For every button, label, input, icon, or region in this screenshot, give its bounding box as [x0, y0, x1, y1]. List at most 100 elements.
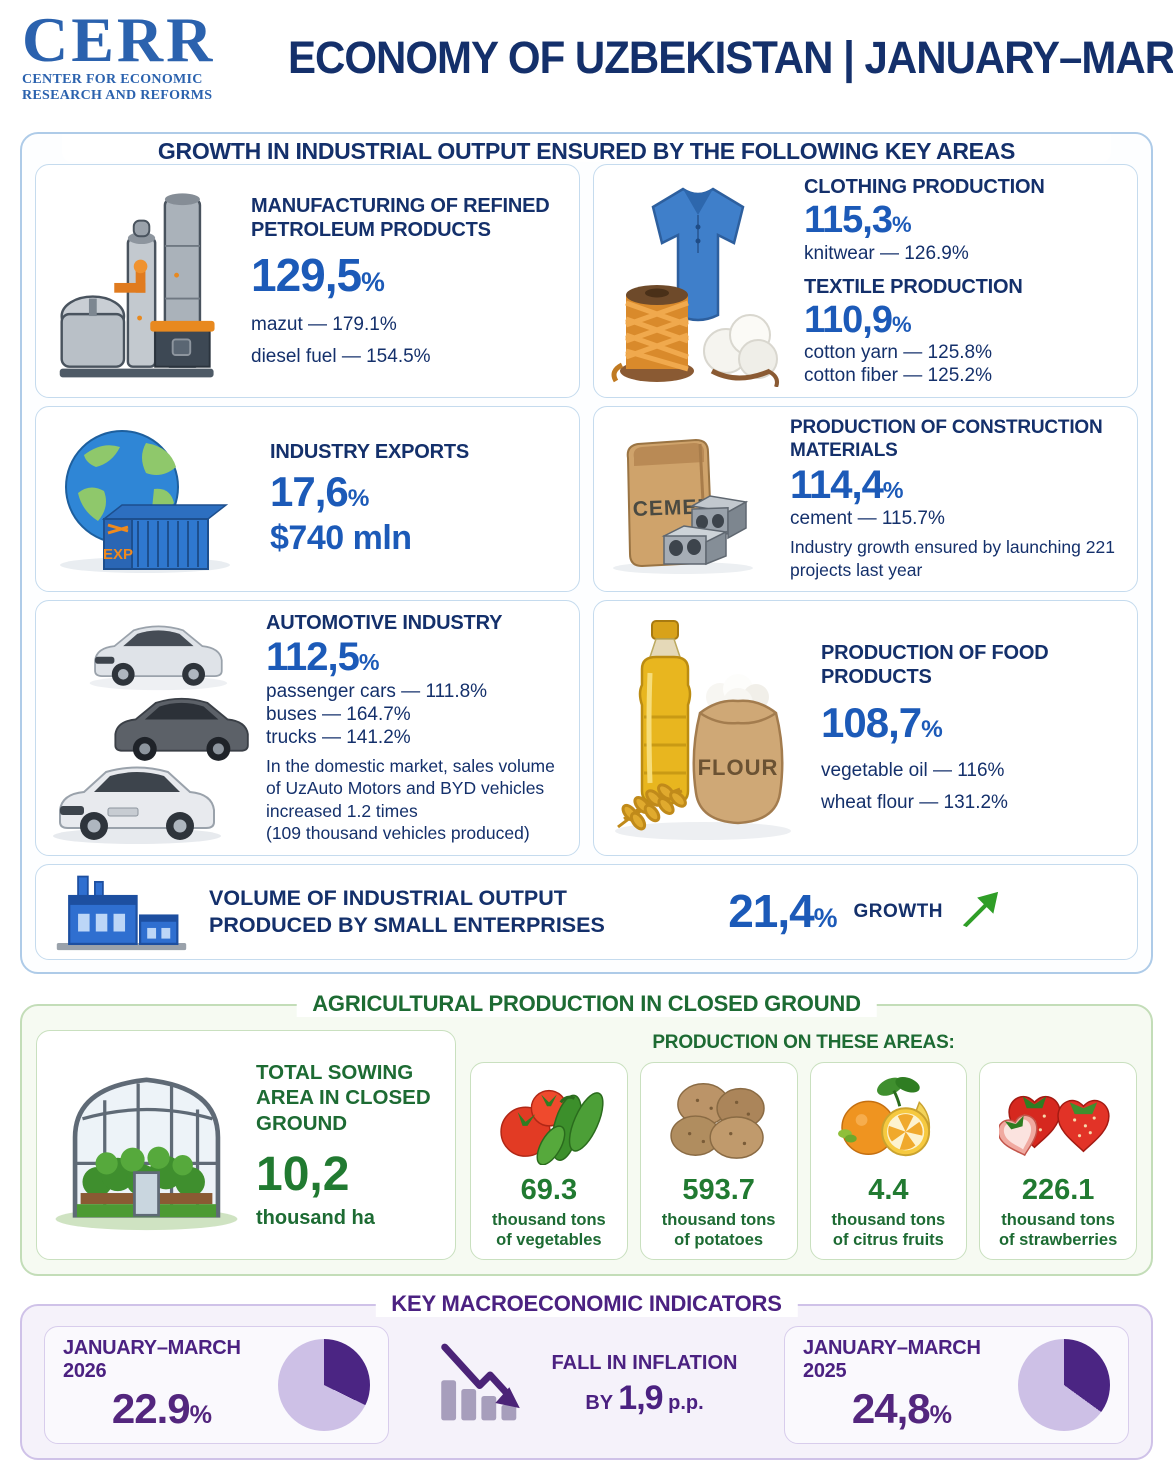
food-detail-flour: wheat flour — 131.2%	[821, 792, 1008, 814]
greenhouse-icon	[49, 1052, 244, 1237]
petroleum-card: MANUFACTURING OF REFINED PETROLEUM PRODU…	[35, 164, 580, 399]
food-products-icon: FLOUR	[608, 613, 793, 843]
cement-bag-icon: CEMENT	[608, 424, 768, 575]
exports-title: INDUSTRY EXPORTS	[270, 441, 470, 464]
citrus-icon	[829, 1073, 947, 1170]
vegetables-unit: thousand tons	[492, 1210, 606, 1229]
period-2025: JANUARY–MARCH 2025	[803, 1336, 981, 1382]
strawberries-icon	[997, 1073, 1117, 1170]
small-enterprises-label: VOLUME OF INDUSTRIAL OUTPUT PRODUCED BY …	[209, 885, 728, 939]
clothing-icon	[608, 175, 788, 388]
growth-arrow-icon	[959, 889, 1001, 934]
strawberries-card: 226.1 thousand tons of strawberries	[979, 1061, 1137, 1260]
oil-refinery-icon	[50, 179, 235, 384]
textile-detail-yarn: cotton yarn — 125.8%	[804, 342, 992, 364]
construction-title: PRODUCTION OF CONSTRUCTION MATERIALS	[790, 417, 1103, 461]
exports-amount: $740 mln	[270, 519, 412, 558]
vegetables-of: of vegetables	[496, 1231, 602, 1250]
strawberries-of: of strawberries	[998, 1231, 1118, 1250]
automotive-detail-cars: passenger cars — 111.8%	[266, 681, 488, 703]
food-detail-oil: vegetable oil — 116%	[821, 760, 1005, 782]
citrus-unit: thousand tons	[831, 1210, 946, 1229]
strawberries-caption: thousand tons of strawberries	[999, 1210, 1117, 1251]
vegetables-card: 69.3 thousand tons of vegetables	[470, 1061, 628, 1260]
factory-icon	[54, 873, 189, 951]
cerr-logo-acronym: CERR	[22, 4, 216, 76]
inflation-2026-value: 22.9%	[111, 1384, 212, 1432]
textile-title: TEXTILE PRODUCTION	[804, 275, 1023, 298]
sowing-area-card: TOTAL SOWING AREA IN CLOSED GROUND 10,2 …	[36, 1029, 456, 1260]
macro-section-title: KEY MACROECONOMIC INDICATORS	[375, 1290, 798, 1317]
clothing-detail: knitwear — 126.9%	[804, 242, 969, 264]
vegetables-icon	[490, 1073, 608, 1170]
potatoes-value: 593.7	[682, 1173, 755, 1206]
inflation-label: FALL IN INFLATION	[551, 1351, 738, 1374]
strawberries-value: 226.1	[1021, 1173, 1095, 1206]
globe-container-icon: EXP	[50, 423, 240, 575]
citrus-caption: thousand tons of citrus fruits	[832, 1210, 946, 1251]
small-enterprises-card: VOLUME OF INDUSTRIAL OUTPUT PRODUCED BY …	[35, 863, 1138, 960]
period-2026: JANUARY–MARCH 2026	[63, 1336, 241, 1382]
automotive-detail-trucks: trucks — 141.2%	[266, 727, 411, 749]
agriculture-section-title: AGRICULTURAL PRODUCTION IN CLOSED GROUND	[296, 990, 877, 1017]
exports-value: 17,6%	[270, 468, 370, 516]
growth-label: GROWTH	[853, 900, 943, 922]
small-enterprises-value: 21,4%	[728, 884, 838, 937]
pie-chart-2025	[1018, 1338, 1110, 1431]
construction-card: CEMENT PRODUCTION OF CONSTRUCTION MATERI…	[593, 406, 1138, 593]
potatoes-of: of potatoes	[674, 1231, 764, 1250]
construction-detail: cement — 115.7%	[790, 508, 945, 530]
petroleum-detail-diesel: diesel fuel — 154.5%	[251, 345, 431, 367]
petroleum-detail-mazut: mazut — 179.1%	[251, 313, 397, 335]
automotive-note: In the domestic market, sales volume of …	[266, 755, 565, 845]
sowing-area-unit: thousand ha	[256, 1206, 375, 1229]
cerr-logo: CERR CENTER FOR ECONOMIC RESEARCH AND RE…	[22, 4, 274, 104]
construction-note: Industry growth ensured by launching 221…	[790, 537, 1115, 580]
exports-card: EXP INDUSTRY EXPORTS 17,6% $740 mln	[35, 406, 580, 593]
citrus-of: of citrus fruits	[832, 1231, 944, 1250]
automotive-note-line1: In the domestic market, sales volume	[266, 756, 555, 777]
pie-chart-2026	[278, 1338, 370, 1431]
industry-section-title: GROWTH IN INDUSTRIAL OUTPUT ENSURED BY T…	[157, 138, 1016, 164]
petroleum-title: MANUFACTURING OF REFINED PETROLEUM PRODU…	[251, 195, 550, 242]
inflation-2025-card: JANUARY–MARCH 2025 24,8%	[784, 1325, 1129, 1444]
textile-value: 110,9%	[804, 298, 912, 341]
vegetables-caption: thousand tons of vegetables	[492, 1210, 606, 1251]
inflation-2025-value: 24,8%	[851, 1384, 952, 1432]
construction-value: 114,4%	[790, 462, 904, 507]
small-enterprises-label-line1: VOLUME OF INDUSTRIAL OUTPUT	[209, 885, 567, 910]
clothing-value: 115,3%	[804, 199, 912, 241]
exp-label: EXP	[103, 546, 133, 563]
cerr-logo-subtitle-line1: CENTER FOR ECONOMIC	[22, 72, 203, 88]
flour-label: FLOUR	[698, 755, 779, 780]
potatoes-icon	[660, 1073, 778, 1170]
header: CERR CENTER FOR ECONOMIC RESEARCH AND RE…	[0, 0, 1173, 112]
automotive-card: AUTOMOTIVE INDUSTRY 112,5% passenger car…	[35, 600, 580, 856]
petroleum-value: 129,5%	[251, 249, 385, 302]
production-areas-title: PRODUCTION ON THESE AREAS:	[652, 1031, 955, 1053]
falling-bars-icon	[436, 1339, 532, 1430]
food-value: 108,7%	[821, 699, 943, 747]
food-card: FLOUR	[593, 600, 1138, 856]
inflation-value: BY 1,9 p.p.	[585, 1378, 704, 1417]
food-title: PRODUCTION OF FOOD PRODUCTS	[821, 642, 1049, 689]
automotive-note-line4: (109 thousand vehicles produced)	[266, 823, 530, 844]
industry-section: GROWTH IN INDUSTRIAL OUTPUT ENSURED BY T…	[20, 132, 1153, 974]
strawberries-unit: thousand tons	[1001, 1210, 1115, 1229]
macro-section: KEY MACROECONOMIC INDICATORS JANUARY–MAR…	[20, 1290, 1153, 1460]
cerr-logo-subtitle-line2: RESEARCH AND REFORMS	[22, 88, 213, 104]
agriculture-section: AGRICULTURAL PRODUCTION IN CLOSED GROUND	[20, 990, 1153, 1276]
cerr-logo-subtitle: CENTER FOR ECONOMIC RESEARCH AND REFORMS	[22, 72, 274, 104]
clothing-textile-card: CLOTHING PRODUCTION 115,3% knitwear — 12…	[593, 164, 1138, 399]
citrus-card: 4.4 thousand tons of citrus fruits	[809, 1061, 968, 1260]
automotive-detail-buses: buses — 164.7%	[266, 704, 411, 726]
small-enterprises-label-line2: PRODUCED BY SMALL ENTERPRISES	[209, 912, 605, 937]
automotive-note-line3: increased 1.2 times	[266, 800, 418, 821]
sowing-area-label: TOTAL SOWING AREA IN CLOSED GROUND	[256, 1060, 431, 1136]
citrus-value: 4.4	[868, 1173, 909, 1206]
automotive-value: 112,5%	[266, 635, 380, 680]
inflation-2026-card: JANUARY–MARCH 2026 22.9%	[44, 1325, 389, 1444]
page-title: ECONOMY OF UZBEKISTAN | JANUARY–MARCH 20…	[288, 32, 1173, 83]
potatoes-unit: thousand tons	[661, 1210, 776, 1229]
textile-detail-fiber: cotton fiber — 125.2%	[804, 365, 992, 387]
